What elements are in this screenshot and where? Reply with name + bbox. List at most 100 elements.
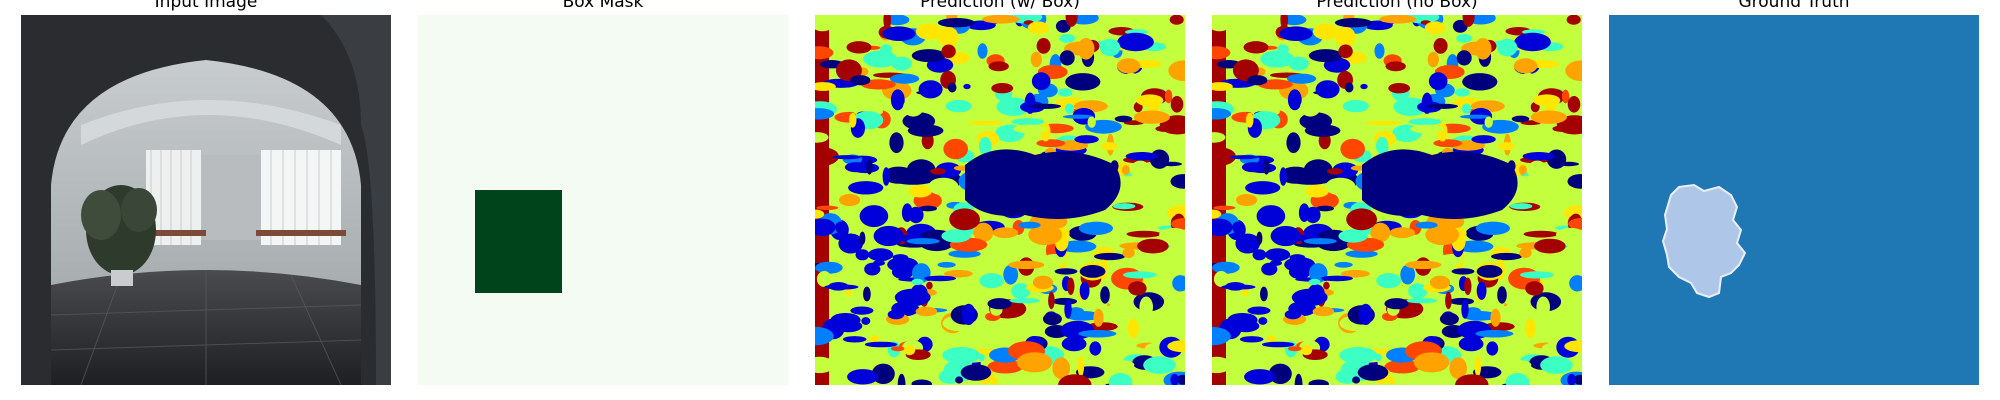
segment-blob xyxy=(1123,271,1157,279)
segment-blob xyxy=(937,18,975,28)
segment-blob xyxy=(1334,18,1372,28)
segment-blob xyxy=(918,80,943,99)
panel-prediction-no-box: Prediction (no Box) xyxy=(1212,0,1582,400)
segment-blob xyxy=(1428,72,1448,91)
segment-blob xyxy=(1360,83,1368,90)
segment-blob xyxy=(1388,83,1411,94)
segment-blob xyxy=(915,23,943,40)
segment-blob xyxy=(1334,261,1353,268)
panel-input-image: Input Image xyxy=(21,0,391,400)
segment-blob xyxy=(816,205,839,210)
segment-blob xyxy=(1074,135,1099,144)
segment-blob xyxy=(915,306,938,317)
segment-blob xyxy=(1476,281,1487,300)
segment-blob xyxy=(1089,341,1102,356)
segment-blob xyxy=(859,205,889,228)
segment-blob xyxy=(868,248,894,262)
segment-blob xyxy=(824,284,859,290)
segment-blob xyxy=(1137,238,1169,254)
segment-blob xyxy=(1260,286,1268,302)
segment-blob xyxy=(1077,38,1095,60)
segment-blob xyxy=(1261,341,1295,348)
segment-blob xyxy=(1327,168,1343,175)
box-mask-image xyxy=(418,15,788,385)
segment-blob xyxy=(926,281,933,290)
segment-blob xyxy=(1523,230,1559,238)
segment-blob xyxy=(1300,345,1313,356)
segment-blob xyxy=(873,225,904,247)
segment-blob xyxy=(938,26,959,48)
segment-blob xyxy=(1115,360,1135,370)
segment-blob xyxy=(831,34,854,45)
segment-blob xyxy=(1126,230,1162,238)
segment-blob xyxy=(897,373,906,385)
segment-blob xyxy=(1437,122,1448,142)
segment-blob xyxy=(1569,275,1582,292)
segment-blob xyxy=(1011,118,1045,126)
segment-blob xyxy=(996,97,1031,116)
segment-blob xyxy=(1462,73,1498,91)
segment-blob xyxy=(1408,118,1442,126)
segment-blob xyxy=(1261,262,1278,276)
segment-blob xyxy=(906,238,940,245)
segment-blob xyxy=(1244,369,1276,385)
panel-title-prediction-with-box: Prediction (w/ Box) xyxy=(920,0,1080,12)
segment-blob xyxy=(1212,326,1231,346)
segment-blob xyxy=(830,313,861,327)
segment-blob xyxy=(1263,159,1270,175)
segment-blob xyxy=(1384,359,1421,374)
segment-blob xyxy=(863,286,871,302)
segment-blob xyxy=(1496,38,1518,57)
segment-blob xyxy=(1484,116,1493,128)
segment-blob xyxy=(1172,275,1185,292)
segment-blob xyxy=(1519,72,1537,90)
segment-blob xyxy=(942,347,981,364)
segment-blob xyxy=(955,376,964,384)
segment-blob xyxy=(1265,248,1291,262)
segment-blob xyxy=(1305,184,1329,198)
segment-blob xyxy=(1524,318,1536,339)
segment-blob xyxy=(1067,277,1075,295)
segment-blob xyxy=(979,136,992,155)
segment-blob xyxy=(1011,283,1031,299)
segment-blob xyxy=(1270,260,1282,266)
segment-blob xyxy=(855,249,870,261)
segment-blob xyxy=(890,73,920,84)
segment-blob xyxy=(1511,115,1530,123)
segment-blob xyxy=(1370,222,1391,243)
segment-blob xyxy=(1425,224,1460,246)
segment-blob xyxy=(1277,44,1289,55)
segment-blob xyxy=(1484,322,1515,331)
segment-blob xyxy=(1160,183,1168,192)
segment-blob xyxy=(947,82,957,93)
segment-blob xyxy=(1079,281,1090,300)
segment-blob xyxy=(842,336,867,343)
segment-blob xyxy=(850,75,871,86)
segment-blob xyxy=(1232,221,1244,234)
segment-blob xyxy=(1101,142,1118,151)
segment-blob xyxy=(1266,335,1276,343)
segment-blob xyxy=(1573,374,1582,385)
segment-blob xyxy=(866,159,873,175)
segment-blob xyxy=(1325,177,1356,196)
segment-blob xyxy=(1424,21,1446,35)
segment-blob xyxy=(1168,60,1185,81)
segment-blob xyxy=(1415,221,1438,229)
segment-blob xyxy=(1376,273,1401,289)
panel-title-box-mask: Box Mask xyxy=(562,0,644,12)
segment-blob xyxy=(1108,373,1133,385)
segment-blob xyxy=(1170,96,1184,113)
segment-blob xyxy=(961,303,976,325)
segment-blob xyxy=(978,353,985,362)
segment-blob xyxy=(965,149,1121,219)
segment-blob xyxy=(1312,23,1340,40)
segment-blob xyxy=(1315,80,1340,99)
segment-blob xyxy=(882,26,916,41)
segment-blob xyxy=(910,284,928,302)
segment-blob xyxy=(1212,15,1233,32)
segment-blob xyxy=(848,181,884,195)
box-mask-canvas xyxy=(418,15,788,385)
segment-blob xyxy=(1564,340,1582,353)
segment-blob xyxy=(977,43,988,59)
segment-blob xyxy=(1413,352,1450,373)
